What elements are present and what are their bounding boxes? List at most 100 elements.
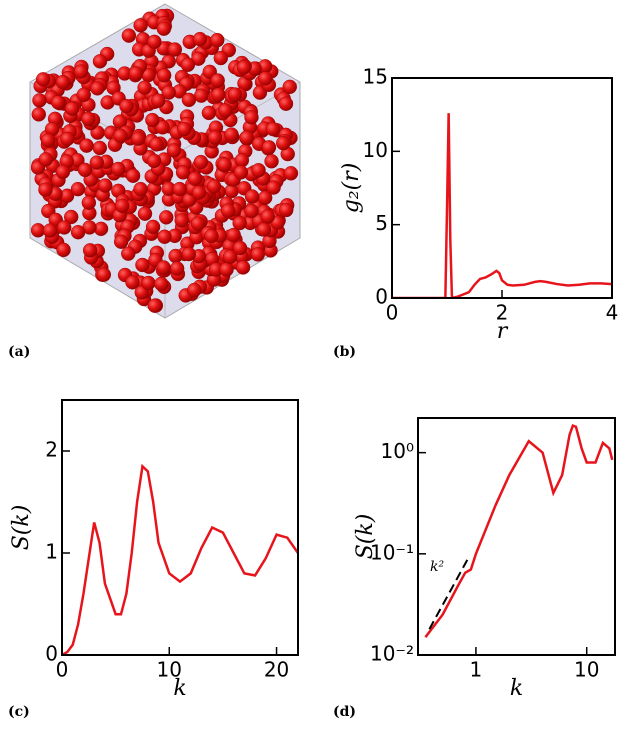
sphere [261, 140, 277, 155]
sphere [145, 219, 161, 235]
sphere [177, 121, 192, 137]
panel-label: (d) [333, 704, 356, 720]
sphere [166, 143, 182, 158]
x-tick-label: 1 [470, 658, 483, 682]
sphere [79, 138, 94, 153]
sphere [64, 101, 80, 116]
sphere [81, 111, 96, 127]
sphere [38, 182, 53, 197]
sphere [149, 137, 164, 152]
sphere [115, 198, 130, 214]
sphere [282, 79, 297, 95]
sphere [121, 28, 137, 43]
sphere [180, 57, 196, 72]
sphere [169, 261, 185, 276]
data-line [62, 463, 298, 655]
sphere [221, 203, 236, 218]
sphere [154, 276, 169, 292]
sphere [192, 31, 208, 47]
sphere [244, 110, 259, 125]
x-tick-label: 2 [496, 301, 509, 325]
y-axis-label: S(k) [353, 514, 378, 560]
sphere [235, 260, 251, 275]
x-tick-label: 10 [157, 658, 182, 682]
sphere [113, 128, 128, 143]
sphere [40, 133, 56, 148]
sphere [119, 98, 134, 114]
sphere [181, 92, 197, 108]
sphere [204, 228, 219, 244]
sphere [207, 130, 223, 145]
sphere [96, 267, 112, 282]
panel-label: (c) [8, 704, 30, 720]
sphere [38, 152, 54, 167]
y-tick-label: 1 [45, 540, 58, 564]
sphere [156, 21, 172, 36]
sphere [193, 154, 209, 170]
sphere [92, 140, 107, 156]
sphere [55, 74, 71, 90]
sphere [175, 165, 191, 180]
sphere [133, 181, 148, 197]
sphere [211, 87, 226, 102]
sphere [213, 50, 229, 66]
sphere [206, 179, 222, 194]
sphere [251, 163, 266, 178]
sphere [98, 178, 113, 193]
y-tick-label: 10⁰ [381, 439, 414, 463]
y-tick-label: 10⁻² [370, 642, 414, 666]
sphere [226, 227, 241, 243]
y-axis-label: g₂(r) [339, 163, 364, 214]
sphere [187, 282, 202, 298]
x-axis-label: k [510, 676, 523, 701]
sphere [256, 222, 272, 237]
sphere [156, 68, 172, 83]
sphere [125, 168, 141, 183]
sphere [222, 249, 238, 264]
plot-frame [417, 417, 616, 656]
sphere [77, 162, 93, 178]
x-axis-label: k [173, 676, 186, 701]
y-tick-label: 0 [45, 642, 58, 666]
sphere [250, 247, 266, 262]
sphere [157, 229, 172, 244]
sphere [155, 120, 170, 135]
sphere [50, 95, 66, 110]
sphere [151, 93, 166, 108]
sphere [172, 181, 187, 197]
sphere [31, 107, 46, 122]
sphere [283, 166, 299, 181]
data-line [392, 113, 612, 298]
y-tick-label: 5 [375, 211, 388, 235]
sphere [73, 64, 89, 79]
sphere [227, 87, 243, 102]
plot-frame [391, 77, 613, 299]
panel-label: (a) [8, 344, 30, 360]
sphere [236, 60, 252, 75]
x-tick-label: 0 [56, 658, 69, 682]
x-axis-label: r [497, 319, 509, 344]
y-tick-label: 0 [375, 285, 388, 309]
sphere [210, 32, 225, 48]
sphere [121, 246, 136, 261]
sphere [56, 242, 71, 258]
sphere [218, 103, 233, 118]
sphere [128, 66, 144, 81]
sphere [92, 54, 108, 69]
x-tick-label: 0 [386, 301, 399, 325]
sphere [113, 234, 129, 249]
sphere [167, 42, 183, 57]
sphere [219, 262, 234, 277]
sphere [89, 155, 105, 170]
sphere [137, 80, 152, 95]
panel-label: (b) [333, 344, 356, 360]
sphere [260, 209, 275, 224]
sphere [90, 81, 105, 96]
sphere [32, 93, 47, 108]
sphere [42, 223, 58, 238]
sphere [64, 209, 79, 225]
sphere [190, 216, 206, 231]
plot-frame [61, 399, 299, 656]
y-tick-label: 15 [363, 65, 388, 89]
